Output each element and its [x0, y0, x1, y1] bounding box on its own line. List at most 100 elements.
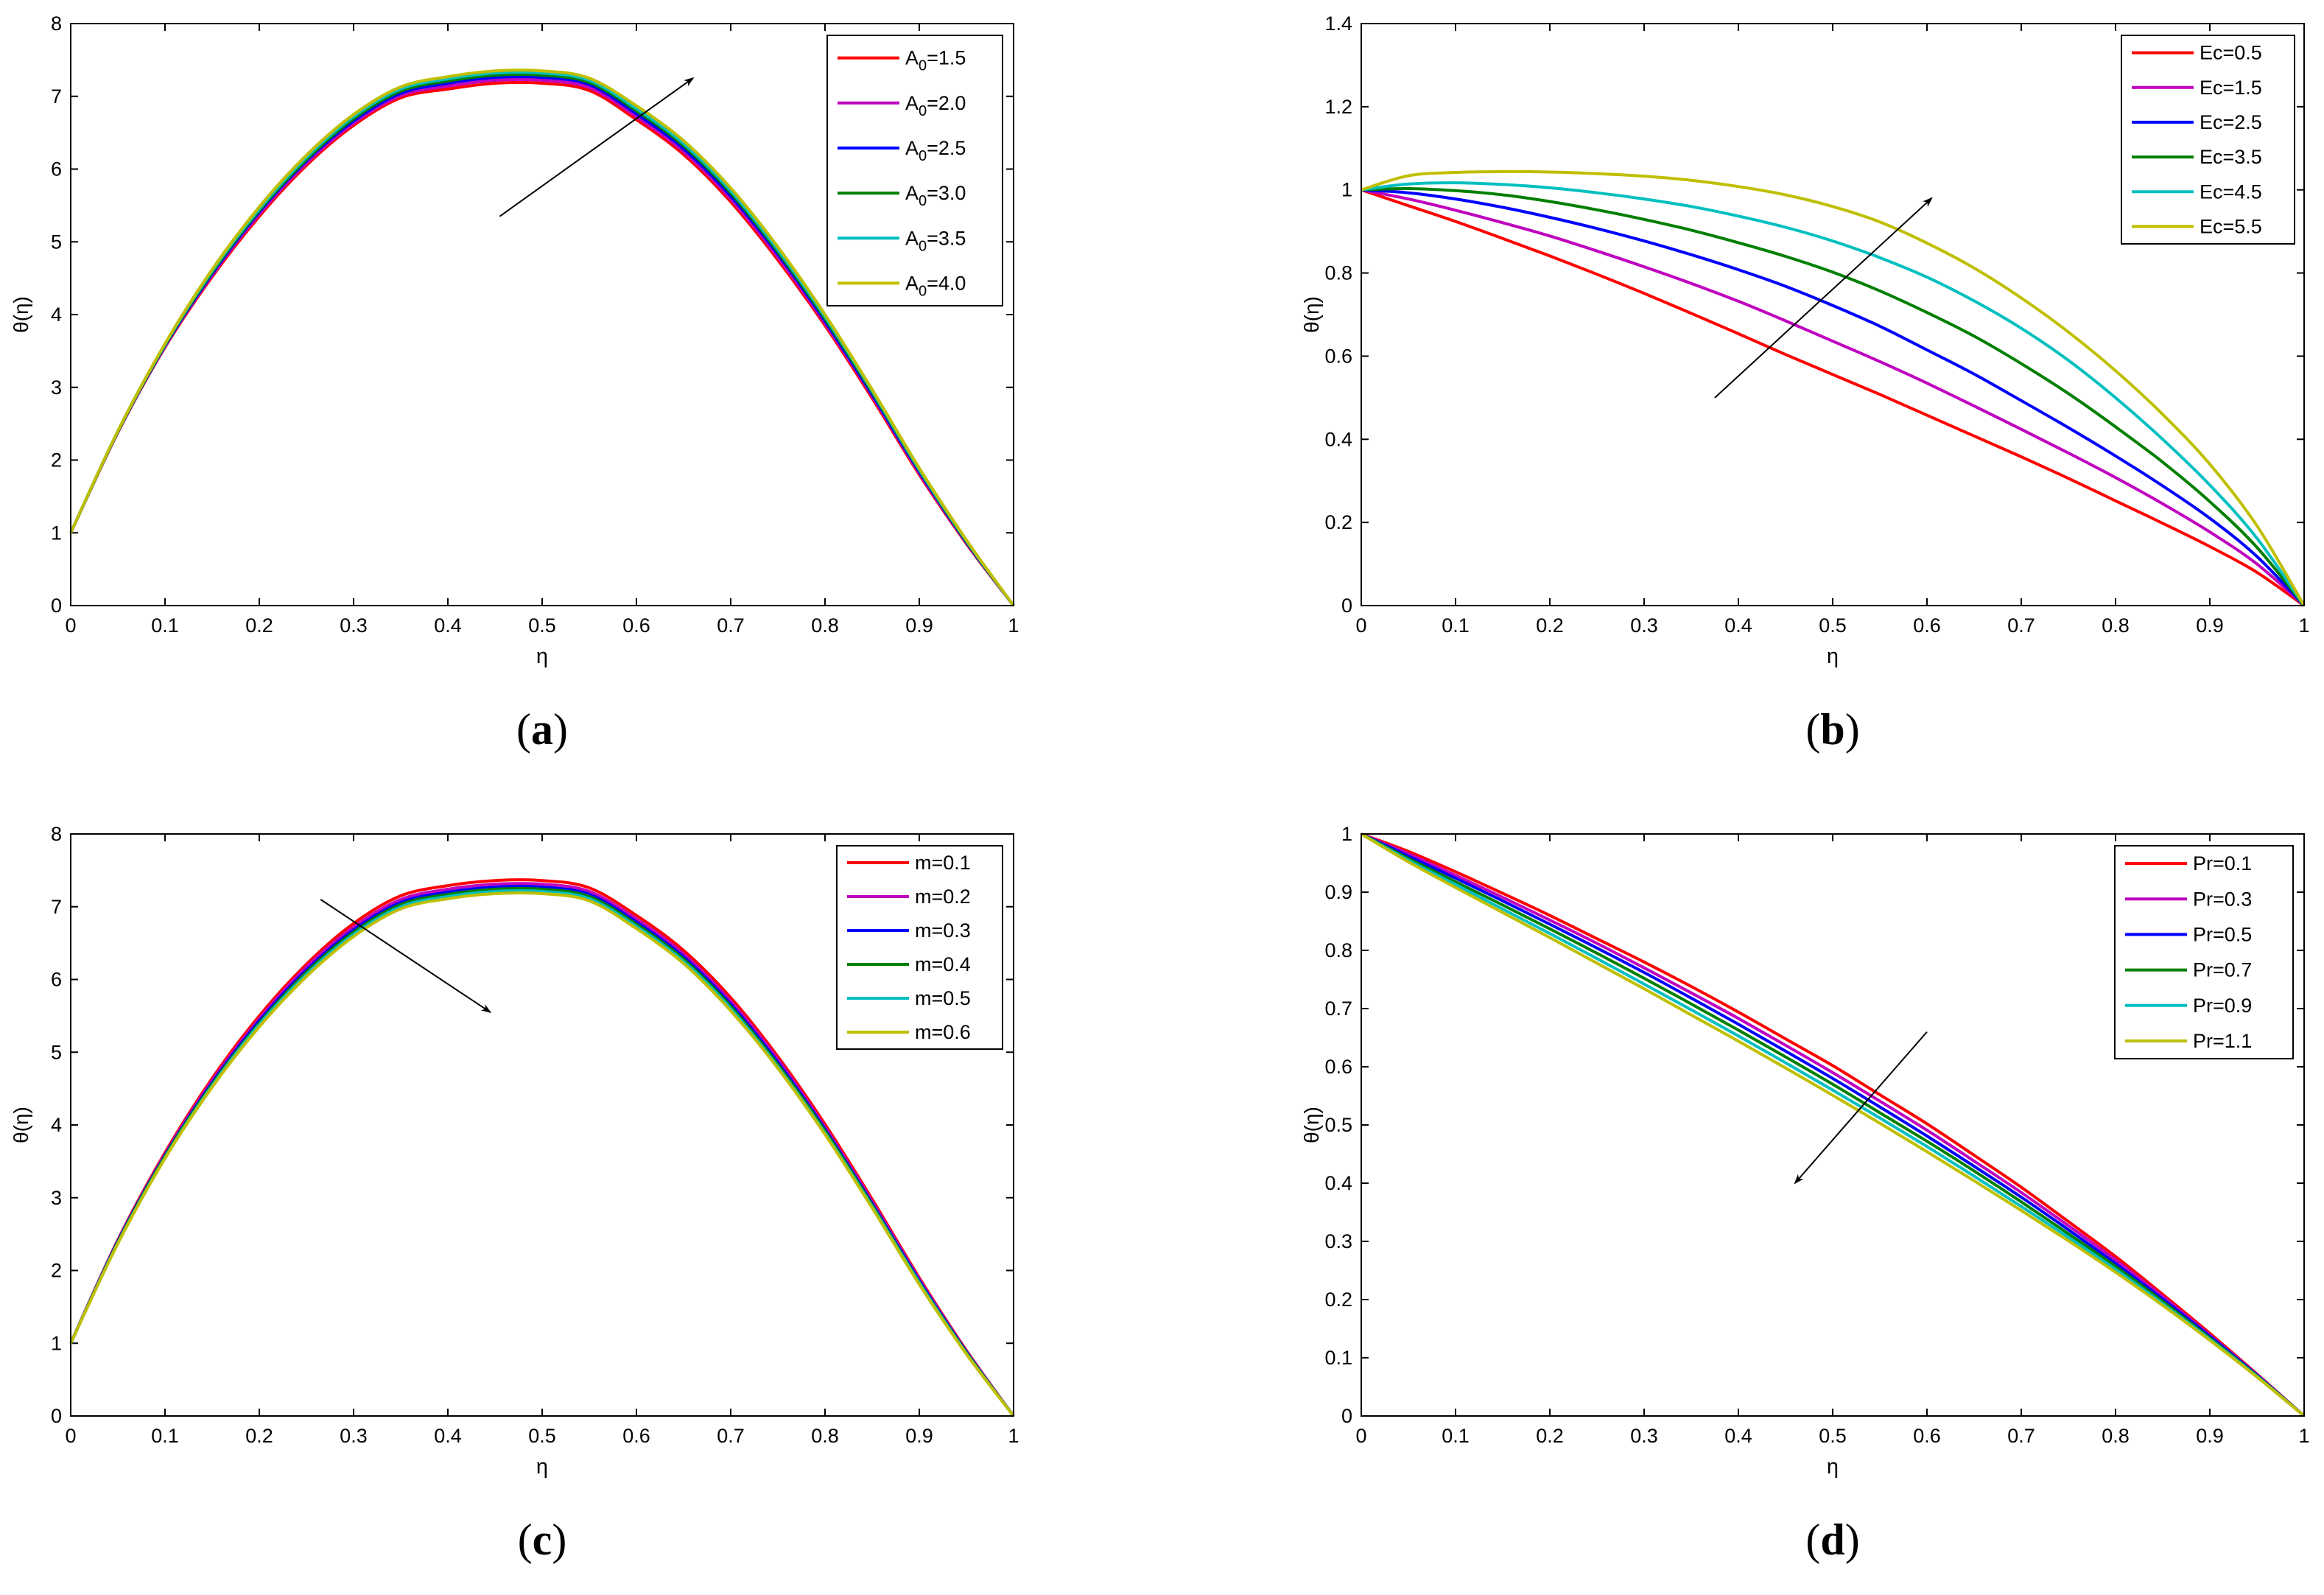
legend-entry-label: m=0.5: [915, 987, 971, 1009]
legend-entry-label: Ec=3.5: [2200, 146, 2262, 168]
x-axis-label: η: [536, 645, 548, 668]
legend-entry-label: Pr=0.5: [2193, 923, 2252, 945]
x-tick-label: 0.8: [811, 1425, 839, 1447]
caption-paren-open: (: [1805, 1515, 1820, 1564]
trend-arrow: [1794, 1031, 1928, 1185]
y-tick-label: 4: [51, 1114, 62, 1136]
x-tick-label: 0.4: [434, 614, 462, 637]
chart-panel-b: 0 0.1 0.2 0.3 0.4 0.5 0.6 0.7 0.8 0.9 1 0 0.2 0.4 0.6 0…: [1300, 13, 2310, 754]
y-tick-label: 6: [51, 969, 62, 991]
y-tick-label: 0.5: [1324, 1114, 1352, 1136]
series-line-Pr=0.9: [1361, 832, 2306, 1417]
x-tick-label: 0.5: [1819, 1425, 1847, 1447]
x-tick-label: 0.2: [1536, 1425, 1564, 1447]
series-line-Ec=2.5: [1361, 188, 2306, 607]
legend-label-main: Ec=1.5: [2200, 77, 2262, 99]
legend-label-subscript: 0: [919, 283, 927, 299]
x-tick-label: 1: [1008, 614, 1019, 637]
x-tick-label: 0: [65, 614, 76, 637]
legend-label-main: Pr=0.9: [2193, 995, 2252, 1017]
x-tick-label: 0.5: [1819, 614, 1847, 637]
x-tick-label: 0.9: [905, 1425, 933, 1447]
series-line-Ec=0.5: [1361, 188, 2306, 607]
caption-paren-close: ): [1845, 1515, 1860, 1564]
series-line-Pr=0.5: [1361, 832, 2306, 1417]
legend-label-main: A: [905, 227, 919, 249]
x-tick-label: 1: [1008, 1425, 1019, 1447]
legend-entry-label: A0=3.0: [905, 182, 966, 209]
y-tick-label: 0.1: [1324, 1347, 1352, 1369]
caption-letter: c: [533, 1515, 552, 1564]
caption-paren-open: (: [1805, 705, 1820, 754]
legend-label-subscript: 0: [919, 238, 927, 254]
series-line-Ec=5.5: [1361, 169, 2306, 607]
legend-label-main: Pr=1.1: [2193, 1030, 2252, 1052]
caption-paren-close: ): [1845, 705, 1860, 754]
x-tick-label: 1: [2298, 614, 2309, 637]
x-tick-label: 0.6: [1913, 614, 1941, 637]
x-tick-label: 0.6: [1913, 1425, 1941, 1447]
x-tick-label: 0.9: [2196, 614, 2224, 637]
y-tick-label: 2: [51, 1260, 62, 1282]
series-line-Ec=3.5: [1361, 186, 2306, 607]
legend-entry-label: Pr=0.7: [2193, 959, 2252, 981]
y-tick-label: 0.6: [1324, 1056, 1352, 1078]
legend-entry-label: m=0.2: [915, 886, 971, 908]
x-tick-label: 0.9: [2196, 1425, 2224, 1447]
legend-label-rest: =1.5: [927, 47, 966, 69]
y-tick-label: 1: [51, 1332, 62, 1354]
y-axis-label: θ(η): [10, 296, 32, 333]
y-tick-label: 7: [51, 896, 62, 918]
legend-box: [2114, 845, 2294, 1059]
caption-letter: a: [531, 705, 553, 754]
legend-entry-label: Pr=1.1: [2193, 1030, 2252, 1052]
y-tick-label: 0.8: [1324, 939, 1352, 961]
legend-box: [836, 845, 1003, 1050]
x-axis-label: η: [1827, 1455, 1839, 1479]
legend-label-main: A: [905, 272, 919, 294]
legend-entry-label: Ec=2.5: [2200, 111, 2262, 133]
y-tick-label: 0.8: [1324, 262, 1352, 284]
panel-caption: (a): [516, 705, 568, 754]
legend: m=0.1 m=0.2 m=0.3 m=0.4 m=0.5 m=0.6: [836, 845, 1003, 1050]
legend-entry-label: A0=3.5: [905, 227, 966, 254]
x-tick-label: 0.3: [340, 1425, 368, 1447]
x-tick-label: 1: [2298, 1425, 2309, 1447]
caption-letter: d: [1820, 1515, 1844, 1564]
y-tick-label: 1: [51, 522, 62, 544]
legend-entry-label: m=0.1: [915, 852, 971, 874]
chart-panel-a: 0 0.1 0.2 0.3 0.4 0.5 0.6 0.7 0.8 0.9 1 0 1 2 3 4 5 6 7 8 η θ…: [10, 13, 1019, 754]
chart-panel-c: 0 0.1 0.2 0.3 0.4 0.5 0.6 0.7 0.8 0.9 1 0 1 2 3 4 5 6 7 8 η θ…: [10, 823, 1019, 1564]
caption-paren-open: (: [518, 1515, 533, 1564]
panel-caption: (d): [1805, 1515, 1859, 1564]
x-tick-label: 0.3: [1630, 614, 1658, 637]
legend-entry-label: m=0.3: [915, 919, 971, 942]
x-tick-label: 0.6: [622, 1425, 650, 1447]
legend-label-main: m=0.1: [915, 852, 971, 874]
series-line-Pr=0.7: [1361, 832, 2306, 1417]
legend-entry-label: A0=2.5: [905, 137, 966, 164]
y-tick-label: 3: [51, 1187, 62, 1209]
x-tick-label: 0.5: [528, 614, 556, 637]
legend-label-main: Ec=0.5: [2200, 42, 2262, 64]
x-axis-label: η: [1827, 645, 1839, 668]
y-tick-label: 0: [1341, 595, 1352, 617]
series-line-Ec=4.5: [1361, 181, 2306, 607]
x-tick-label: 0.4: [1724, 614, 1752, 637]
series-line-Ec=1.5: [1361, 188, 2306, 607]
y-tick-label: 2: [51, 449, 62, 472]
x-tick-label: 0: [65, 1425, 76, 1447]
x-tick-label: 0.3: [1630, 1425, 1658, 1447]
legend-label-main: Pr=0.5: [2193, 923, 2252, 945]
legend-label-rest: =3.0: [927, 182, 966, 204]
legend-entry-label: Ec=0.5: [2200, 42, 2262, 64]
y-tick-label: 5: [51, 1041, 62, 1063]
legend-label-main: A: [905, 47, 919, 69]
y-tick-label: 5: [51, 231, 62, 253]
axes-box: [70, 23, 1014, 606]
legend-entry-label: Pr=0.9: [2193, 995, 2252, 1017]
x-tick-label: 0.1: [1442, 1425, 1470, 1447]
y-tick-label: 1: [1341, 823, 1352, 845]
series-line-A0=4.0: [69, 69, 1015, 607]
